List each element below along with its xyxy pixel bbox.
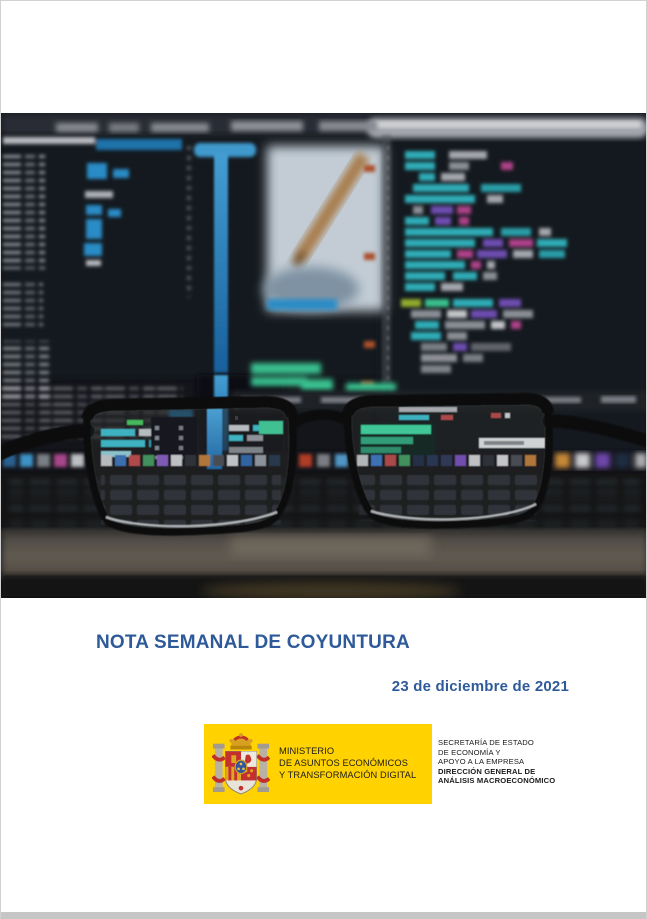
page-bottom-edge (1, 912, 646, 919)
direction-line: ANÁLISIS MACROECONÓMICO (438, 776, 556, 785)
direction-line: DIRECCIÓN GENERAL DE (438, 766, 536, 776)
spain-coat-of-arms-icon (212, 733, 270, 795)
org-structure-text: SECRETARÍA DE ESTADO DE ECONOMÍA Y APOYO… (438, 738, 555, 786)
ministry-logo: MINISTERIO DE ASUNTOS ECONÓMICOS Y TRANS… (204, 724, 432, 804)
ministry-line: MINISTERIO (279, 746, 335, 757)
cover-photo (1, 113, 646, 598)
secretary-line: APOYO A LA EMPRESA (438, 757, 525, 766)
secretary-line: DE ECONOMÍA Y (438, 747, 501, 757)
eyeglasses-code-photo-art (1, 113, 646, 598)
ministry-line: Y TRANSFORMACIÓN DIGITAL (279, 769, 417, 780)
cover-date: 23 de diciembre de 2021 (391, 678, 569, 695)
secretary-line: SECRETARÍA DE ESTADO (438, 738, 534, 747)
ministry-line: DE ASUNTOS ECONÓMICOS (279, 758, 409, 769)
ministry-name: MINISTERIO DE ASUNTOS ECONÓMICOS Y TRANS… (279, 746, 416, 781)
page-title: NOTA SEMANAL DE COYUNTURA (96, 632, 410, 653)
